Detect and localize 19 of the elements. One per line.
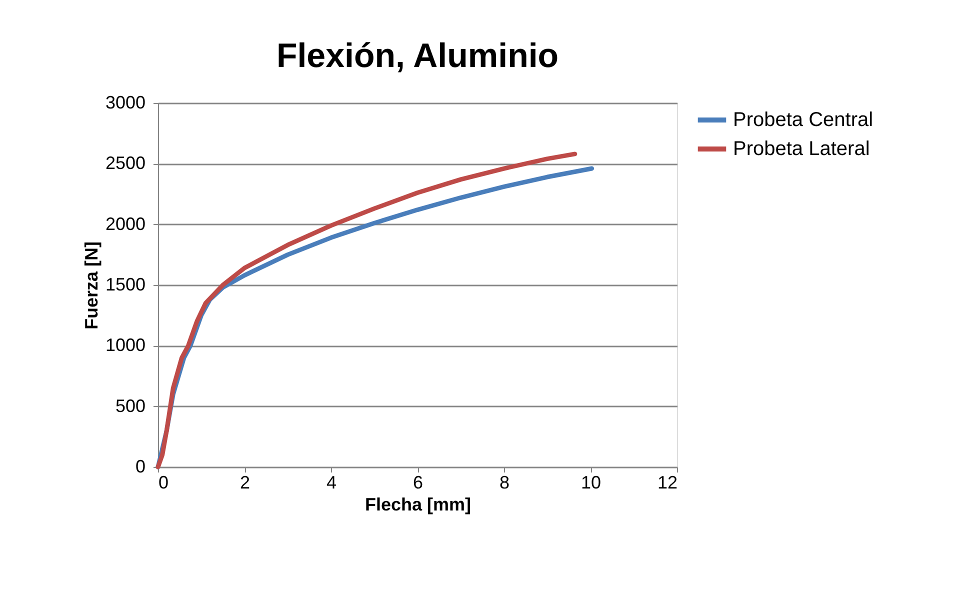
x-tick-label: 4 [326, 472, 337, 492]
y-tick-label: 1000 [105, 335, 146, 356]
chart-title: Flexión, Aluminio [276, 37, 559, 75]
x-axis-title: Flecha [mm] [364, 494, 472, 514]
y-tick-label: 0 [135, 456, 146, 476]
y-tick-label: 3000 [105, 92, 146, 112]
x-tick-label: 6 [412, 472, 424, 492]
x-tick-label: 2 [240, 472, 250, 492]
x-tick-label: 0 [158, 472, 169, 492]
x-tick-label: 10 [580, 472, 602, 492]
legend-label: Probeta Central [733, 109, 874, 131]
y-tick-label: 2000 [105, 214, 146, 234]
legend-label: Probeta Lateral [733, 138, 870, 160]
y-axis-title: Fuerza [N] [81, 241, 102, 330]
x-tick-label: 8 [499, 472, 510, 492]
x-tick-label: 12 [657, 472, 678, 492]
y-tick-label: 1500 [105, 274, 146, 294]
y-tick-label: 500 [115, 396, 146, 416]
y-tick-label: 2500 [105, 153, 146, 174]
